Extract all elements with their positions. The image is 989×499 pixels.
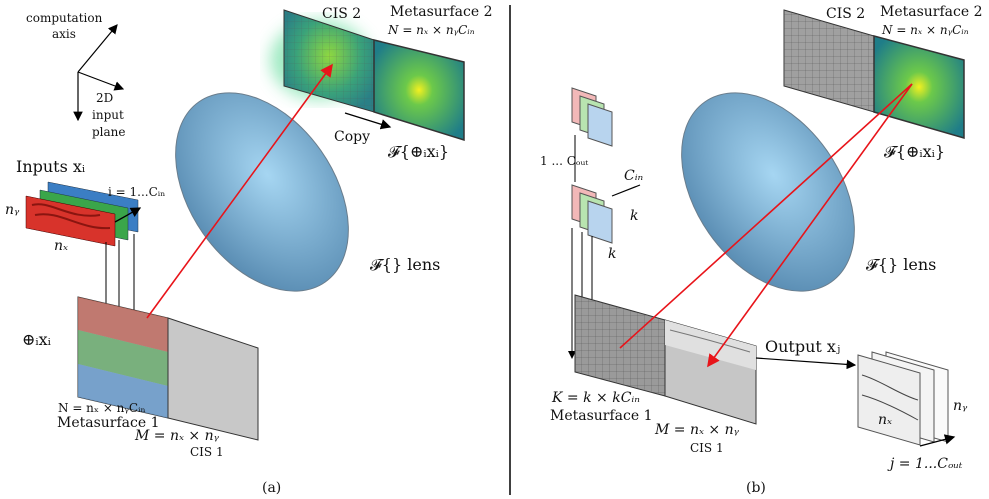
panel-b: 1 ... Cₒᵤₜ Cᵢₙ k k K = k × kCᵢₙ Metasurf… bbox=[540, 4, 983, 496]
lens-b: 𝓕{} lens bbox=[681, 92, 936, 292]
plane-label: input bbox=[92, 108, 124, 122]
inputs-label: Inputs xᵢ bbox=[16, 157, 85, 176]
metasurface-2-label: Metasurface 2 bbox=[880, 4, 983, 20]
lens-a: 𝓕{} lens bbox=[175, 92, 440, 292]
caption-a: (a) bbox=[262, 480, 281, 496]
plane-label: 2D bbox=[96, 91, 113, 105]
cis-1-label: CIS 1 bbox=[190, 445, 224, 459]
fourier-label: 𝓕{⊕ᵢxᵢ} bbox=[388, 142, 449, 161]
output-channels: Output xⱼ nᵧ nₓ j = 1...Cₒᵤₜ bbox=[755, 337, 968, 472]
n-equation: N = nₓ × nᵧCᵢₙ bbox=[387, 23, 475, 37]
light-ray bbox=[619, 83, 913, 349]
metasurface-2-label: Metasurface 2 bbox=[390, 4, 493, 20]
input-channels: Inputs xᵢ i = 1...Cᵢₙ nᵧ nₓ bbox=[5, 157, 165, 346]
metasurface-1-b: K = k × kCᵢₙ Metasurface 1 M = nₓ × nᵧ C… bbox=[550, 294, 757, 455]
m-equation: M = nₓ × nᵧ bbox=[654, 422, 740, 438]
lens-label: 𝓕{} lens bbox=[370, 255, 440, 274]
cis-2-metasurface-2-b: CIS 2 Metasurface 2 N = nₓ × nᵧCᵢₙ 𝓕{⊕ᵢx… bbox=[783, 4, 983, 161]
k-label: k bbox=[608, 246, 616, 262]
kernels: 1 ... Cₒᵤₜ Cᵢₙ k k bbox=[540, 87, 644, 359]
lens-label: 𝓕{} lens bbox=[866, 255, 936, 274]
cis-2-label: CIS 2 bbox=[322, 6, 361, 22]
panel-a: computation axis 2D input plane Inputs x… bbox=[5, 4, 493, 496]
cout-range: 1 ... Cₒᵤₜ bbox=[540, 154, 588, 168]
cis-2-label: CIS 2 bbox=[826, 6, 865, 22]
n-equation: N = nₓ × nᵧCᵢₙ bbox=[58, 401, 146, 415]
n-equation: N = nₓ × nᵧCᵢₙ bbox=[881, 23, 969, 37]
axis-label: axis bbox=[52, 27, 76, 41]
metasurface-1-a: ⊕ᵢxᵢ N = nₓ × nᵧCᵢₙ Metasurface 1 M = nₓ… bbox=[22, 296, 259, 459]
copy-label: Copy bbox=[334, 129, 370, 145]
axis-label: computation bbox=[26, 11, 103, 25]
light-ray bbox=[707, 83, 913, 368]
cis-1-label: CIS 1 bbox=[690, 441, 724, 455]
light-ray bbox=[146, 63, 333, 319]
metasurface-1-label: Metasurface 1 bbox=[550, 408, 653, 424]
ny-label: nᵧ bbox=[953, 398, 968, 414]
plane-label: plane bbox=[92, 125, 126, 139]
metasurface-1-label: Metasurface 1 bbox=[57, 415, 160, 431]
channel-range: i = 1...Cᵢₙ bbox=[108, 185, 165, 199]
k-equation: K = k × kCᵢₙ bbox=[551, 390, 640, 406]
k-label: k bbox=[630, 208, 638, 224]
cin-label: Cᵢₙ bbox=[624, 168, 644, 184]
output-label: Output xⱼ bbox=[765, 337, 840, 356]
caption-b: (b) bbox=[746, 480, 766, 496]
nx-label: nₓ bbox=[54, 238, 68, 254]
concat-label: ⊕ᵢxᵢ bbox=[22, 330, 51, 349]
axes-legend: computation axis 2D input plane bbox=[26, 11, 126, 139]
cis-2-metasurface-2-a: CIS 2 Metasurface 2 N = nₓ × nᵧCᵢₙ Copy … bbox=[270, 4, 493, 161]
nx-label: nₓ bbox=[878, 412, 892, 428]
output-range: j = 1...Cₒᵤₜ bbox=[887, 456, 963, 472]
m-equation: M = nₓ × nᵧ bbox=[134, 428, 220, 444]
fourier-label: 𝓕{⊕ᵢxᵢ} bbox=[884, 142, 945, 161]
ny-label: nᵧ bbox=[5, 202, 20, 218]
